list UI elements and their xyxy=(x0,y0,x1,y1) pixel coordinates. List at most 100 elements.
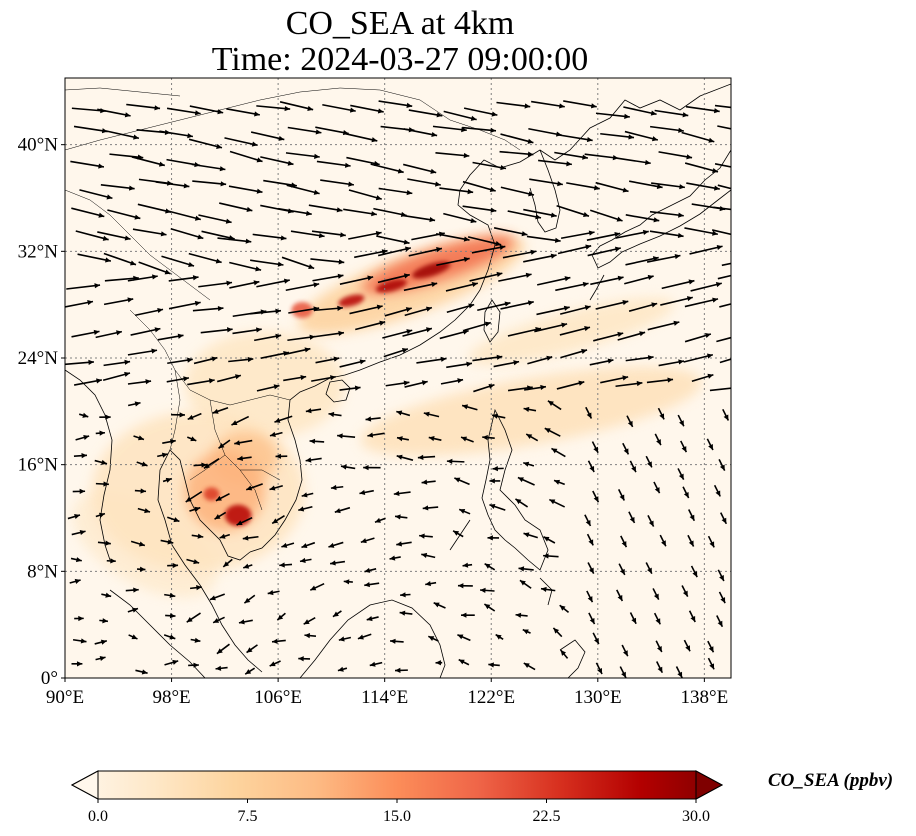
wind-arrow-476 xyxy=(500,133,534,144)
wind-arrow-435 xyxy=(595,181,629,193)
wind-arrow-162 xyxy=(301,492,314,498)
wind-arrow-413 xyxy=(589,209,623,222)
wind-arrow-286 xyxy=(71,329,100,338)
wind-arrow-480 xyxy=(624,130,659,142)
wind-arrow-391 xyxy=(586,231,621,242)
wind-arrow-349 xyxy=(661,279,695,290)
wind-arrow-217 xyxy=(654,433,662,446)
wind-arrow-156 xyxy=(134,488,147,494)
wind-arrow-42 xyxy=(683,639,691,652)
wind-arrow-251 xyxy=(339,385,361,391)
wind-arrow-465 xyxy=(159,130,194,139)
colorbar-tick-label-3: 22.5 xyxy=(533,808,561,825)
wind-arrow-346 xyxy=(555,281,589,292)
wind-arrow-65 xyxy=(716,615,724,628)
wind-arrow-104 xyxy=(543,553,559,559)
wind-arrow-436 xyxy=(629,180,663,190)
wind-arrow-250 xyxy=(311,375,336,382)
wind-arrow-223 xyxy=(171,412,185,418)
colorbar-extend-max xyxy=(695,770,724,800)
wind-arrow-135 xyxy=(167,516,180,523)
coastlines xyxy=(65,83,731,678)
wind-arrow-365 xyxy=(471,244,506,254)
wind-arrow-7 xyxy=(269,660,281,667)
wind-arrow-390 xyxy=(560,230,595,240)
wind-arrow-306 xyxy=(684,333,712,343)
wind-arrow-11 xyxy=(394,667,408,673)
wind-arrow-2 xyxy=(135,669,148,675)
wind-arrow-348 xyxy=(624,274,654,285)
wind-arrow-192 xyxy=(551,447,566,458)
wind-arrow-58 xyxy=(483,603,496,612)
wind-arrow-352 xyxy=(77,253,112,263)
wind-arrow-61 xyxy=(588,612,596,625)
wind-arrow-442 xyxy=(131,156,166,167)
colorbar-tick-label-4: 30.0 xyxy=(682,808,710,825)
wind-arrow-236 xyxy=(547,400,562,411)
wind-arrow-255 xyxy=(473,383,495,393)
wind-arrow-220 xyxy=(78,412,89,418)
wind-arrow-493 xyxy=(350,104,384,114)
wind-arrow-33 xyxy=(390,638,404,644)
wind-arrow-197 xyxy=(718,459,726,471)
wind-arrow-74 xyxy=(309,582,325,591)
wind-arrow-35 xyxy=(457,634,471,642)
wind-arrow-345 xyxy=(537,276,571,286)
wind-arrow-173 xyxy=(653,481,661,494)
wind-arrow-67 xyxy=(101,592,112,598)
wind-arrow-85 xyxy=(652,588,660,601)
wind-arrow-19 xyxy=(655,661,664,674)
wind-arrow-410 xyxy=(507,210,542,220)
wind-arrow-291 xyxy=(232,327,262,335)
wind-arrow-174 xyxy=(682,486,690,499)
wind-arrow-282 xyxy=(625,355,654,362)
wind-arrow-112 xyxy=(130,540,146,547)
wind-arrow-51 xyxy=(276,612,286,621)
wind-arrow-183 xyxy=(275,453,288,459)
wind-arrow-75 xyxy=(343,579,353,585)
wind-arrow-456 xyxy=(554,151,588,160)
wind-arrow-326 xyxy=(628,302,658,312)
wind-arrow-428 xyxy=(378,187,413,196)
wind-arrow-237 xyxy=(585,406,593,419)
wind-arrow-423 xyxy=(228,185,263,194)
wind-arrow-362 xyxy=(377,246,412,257)
wind-arrow-298 xyxy=(439,329,469,340)
wind-arrow-421 xyxy=(155,181,190,189)
wind-arrow-299 xyxy=(464,321,492,332)
wind-arrow-76 xyxy=(364,581,380,588)
wind-arrow-254 xyxy=(440,378,464,385)
wind-arrow-115 xyxy=(219,533,231,539)
colorbar-label: CO_SEA (ppbv) xyxy=(768,770,894,791)
wind-arrow-150 xyxy=(628,511,636,524)
wind-arrow-124 xyxy=(487,535,500,541)
wind-arrow-198 xyxy=(75,434,90,441)
wind-arrow-81 xyxy=(519,579,532,589)
wind-arrow-301 xyxy=(534,322,568,333)
wind-arrow-215 xyxy=(591,441,599,454)
wind-arrow-141 xyxy=(334,506,351,514)
wind-arrow-308 xyxy=(65,299,94,308)
colorbar: 0.0 7.5 15.0 22.5 30.0 xyxy=(70,770,724,825)
wind-arrow-366 xyxy=(502,249,537,259)
wind-arrow-48 xyxy=(186,612,201,623)
wind-arrow-380 xyxy=(252,233,287,241)
wind-arrow-128 xyxy=(620,535,628,548)
wind-arrow-463 xyxy=(105,130,140,140)
wind-arrow-70 xyxy=(189,585,202,591)
wind-arrow-395 xyxy=(711,229,731,236)
lat-tick-label-5: 40°N xyxy=(18,135,59,156)
wind-arrow-289 xyxy=(157,333,184,341)
wind-arrow-334 xyxy=(198,280,233,288)
wind-arrow-181 xyxy=(203,457,220,470)
wind-arrow-409 xyxy=(462,205,497,213)
wind-arrow-447 xyxy=(285,152,320,159)
wind-arrow-224 xyxy=(187,412,202,421)
wind-arrow-431 xyxy=(462,180,496,193)
wind-arrow-482 xyxy=(681,131,715,143)
wind-arrow-328 xyxy=(684,297,719,308)
wind-arrow-227 xyxy=(274,415,293,423)
co-plume-11 xyxy=(338,294,365,307)
wind-arrow-358 xyxy=(250,259,284,267)
wind-arrow-160 xyxy=(245,483,263,491)
